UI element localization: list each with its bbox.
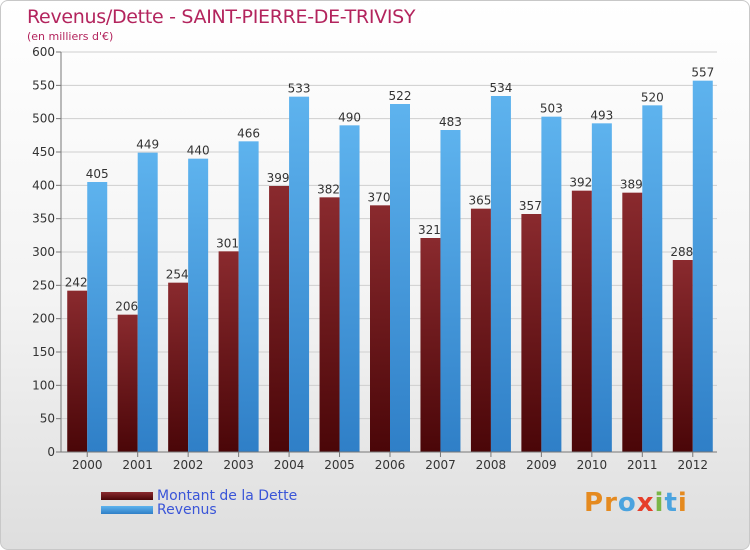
- y-tick-label: 550: [32, 78, 55, 92]
- y-tick-label: 600: [32, 45, 55, 59]
- bar-dette: [219, 251, 239, 452]
- bar-revenus: [541, 117, 561, 452]
- bar-revenus: [440, 130, 460, 452]
- bar-revenus: [390, 104, 410, 452]
- logo-letter: i: [655, 488, 665, 518]
- data-label-dette: 242: [65, 276, 88, 290]
- data-label-revenus: 449: [136, 138, 159, 152]
- data-label-revenus: 503: [540, 102, 563, 116]
- data-label-revenus: 522: [389, 89, 412, 103]
- x-tick-label: 2003: [223, 458, 254, 472]
- bar-revenus: [239, 141, 259, 452]
- data-label-dette: 254: [166, 268, 189, 282]
- legend-swatch-dette: [101, 492, 153, 500]
- bar-dette: [521, 214, 541, 452]
- bar-dette: [168, 283, 188, 452]
- data-label-revenus: 466: [237, 126, 260, 140]
- logo-letter: i: [678, 488, 688, 518]
- bar-revenus: [87, 182, 107, 452]
- legend-swatch-revenus: [101, 506, 153, 514]
- bar-revenus: [188, 159, 208, 452]
- bar-revenus: [340, 125, 360, 452]
- data-label-revenus: 493: [590, 108, 613, 122]
- x-tick-label: 2007: [425, 458, 456, 472]
- bar-chart: 0 50 100 150 200 250 300 350 400 450 500 550 600 242…: [1, 1, 749, 549]
- logo-letter: x: [637, 488, 655, 518]
- bar-revenus: [491, 96, 511, 452]
- data-label-dette: 301: [216, 236, 239, 250]
- y-tick-label: 300: [32, 245, 55, 259]
- x-tick-label: 2012: [677, 458, 708, 472]
- proxiti-logo: Proxiti: [584, 488, 688, 518]
- data-label-dette: 370: [368, 190, 391, 204]
- x-axis-ticks: 2000 2001 2002 2003 2004 2005 2006 2007 2008 2009…: [72, 452, 708, 472]
- bar-revenus: [642, 105, 662, 452]
- x-tick-label: 2005: [324, 458, 355, 472]
- data-label-revenus: 405: [86, 167, 109, 181]
- y-tick-label: 350: [32, 212, 55, 226]
- x-tick-label: 2001: [122, 458, 153, 472]
- data-label-dette: 206: [115, 300, 138, 314]
- data-label-revenus: 440: [187, 144, 210, 158]
- bar-dette: [118, 315, 138, 452]
- x-tick-label: 2006: [375, 458, 406, 472]
- legend-item-revenus: Revenus: [101, 502, 217, 518]
- data-label-revenus: 533: [288, 82, 311, 96]
- data-label-dette: 399: [267, 171, 290, 185]
- x-tick-label: 2008: [476, 458, 507, 472]
- data-label-dette: 365: [468, 194, 491, 208]
- logo-letter: P: [584, 488, 604, 518]
- y-tick-label: 500: [32, 112, 55, 126]
- data-label-revenus: 490: [338, 110, 361, 124]
- x-tick-label: 2009: [526, 458, 557, 472]
- bars: [67, 81, 713, 452]
- bar-dette: [420, 238, 440, 452]
- x-tick-label: 2000: [72, 458, 103, 472]
- logo-letter: t: [664, 488, 677, 518]
- y-tick-label: 150: [32, 345, 55, 359]
- logo-letter: o: [618, 488, 637, 518]
- y-tick-label: 250: [32, 278, 55, 292]
- data-label-dette: 382: [317, 182, 340, 196]
- bar-dette: [673, 260, 693, 452]
- x-tick-label: 2011: [627, 458, 658, 472]
- data-label-dette: 288: [670, 245, 693, 259]
- bar-dette: [370, 205, 390, 452]
- bar-dette: [471, 209, 491, 452]
- y-tick-label: 450: [32, 145, 55, 159]
- x-tick-label: 2010: [577, 458, 608, 472]
- data-label-revenus: 483: [439, 115, 462, 129]
- data-label-revenus: 534: [489, 81, 512, 95]
- bar-revenus: [592, 123, 612, 452]
- y-tick-label: 0: [47, 445, 55, 459]
- bar-dette: [572, 191, 592, 452]
- data-label-revenus: 520: [641, 90, 664, 104]
- bar-dette: [320, 197, 340, 452]
- bar-revenus: [289, 97, 309, 452]
- data-label-dette: 357: [519, 199, 542, 213]
- y-tick-label: 50: [40, 412, 55, 426]
- x-tick-label: 2004: [274, 458, 305, 472]
- data-label-dette: 389: [620, 178, 643, 192]
- x-tick-label: 2002: [173, 458, 204, 472]
- y-tick-label: 200: [32, 312, 55, 326]
- data-label-dette: 392: [569, 176, 592, 190]
- y-axis-ticks: 0 50 100 150 200 250 300 350 400 450 500 550 600: [32, 45, 61, 459]
- legend-label-revenus: Revenus: [157, 502, 217, 518]
- bar-dette: [622, 193, 642, 452]
- bar-dette: [67, 291, 87, 452]
- y-tick-label: 100: [32, 378, 55, 392]
- bar-dette: [269, 186, 289, 452]
- data-label-revenus: 557: [691, 66, 714, 80]
- chart-frame: Revenus/Dette - SAINT-PIERRE-DE-TRIVISY …: [0, 0, 750, 550]
- data-label-dette: 321: [418, 223, 441, 237]
- logo-letter: r: [604, 488, 618, 518]
- y-tick-label: 400: [32, 178, 55, 192]
- bar-revenus: [693, 81, 713, 452]
- bar-revenus: [138, 153, 158, 452]
